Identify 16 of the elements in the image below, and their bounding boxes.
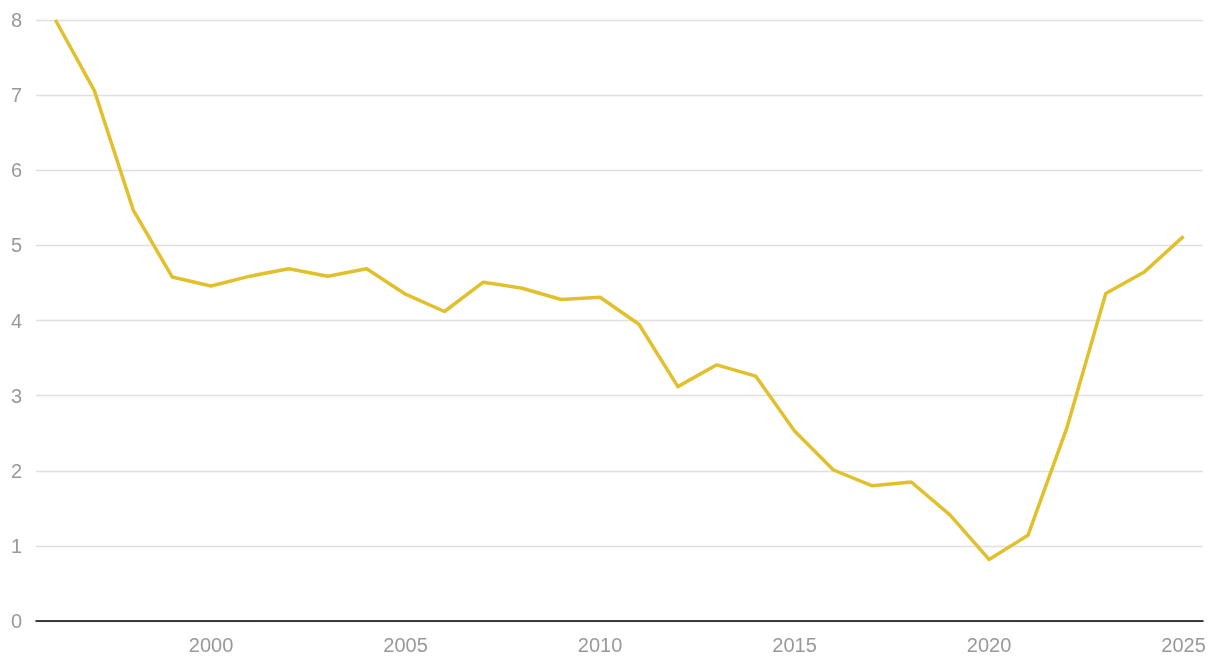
x-tick-label: 2000 <box>188 634 234 656</box>
y-tick-label: 7 <box>10 84 22 107</box>
y-tick-label: 5 <box>10 234 22 257</box>
line-series <box>53 18 1186 562</box>
x-tick-label: 2025 <box>1161 634 1206 656</box>
y-tick-label: 8 <box>10 9 22 31</box>
y-tick-label: 6 <box>10 159 22 182</box>
x-tick-label: 2015 <box>772 634 817 656</box>
y-tick-label: 3 <box>10 384 22 407</box>
y-tick-label: 2 <box>10 459 22 482</box>
x-tick-label: 2005 <box>383 634 428 656</box>
x-tick-label: 2010 <box>577 634 623 656</box>
y-tick-label: 1 <box>10 534 22 557</box>
y-tick-label: 4 <box>10 309 22 332</box>
y-tick-label: 0 <box>10 610 22 632</box>
x-tick-label: 2020 <box>966 634 1012 656</box>
